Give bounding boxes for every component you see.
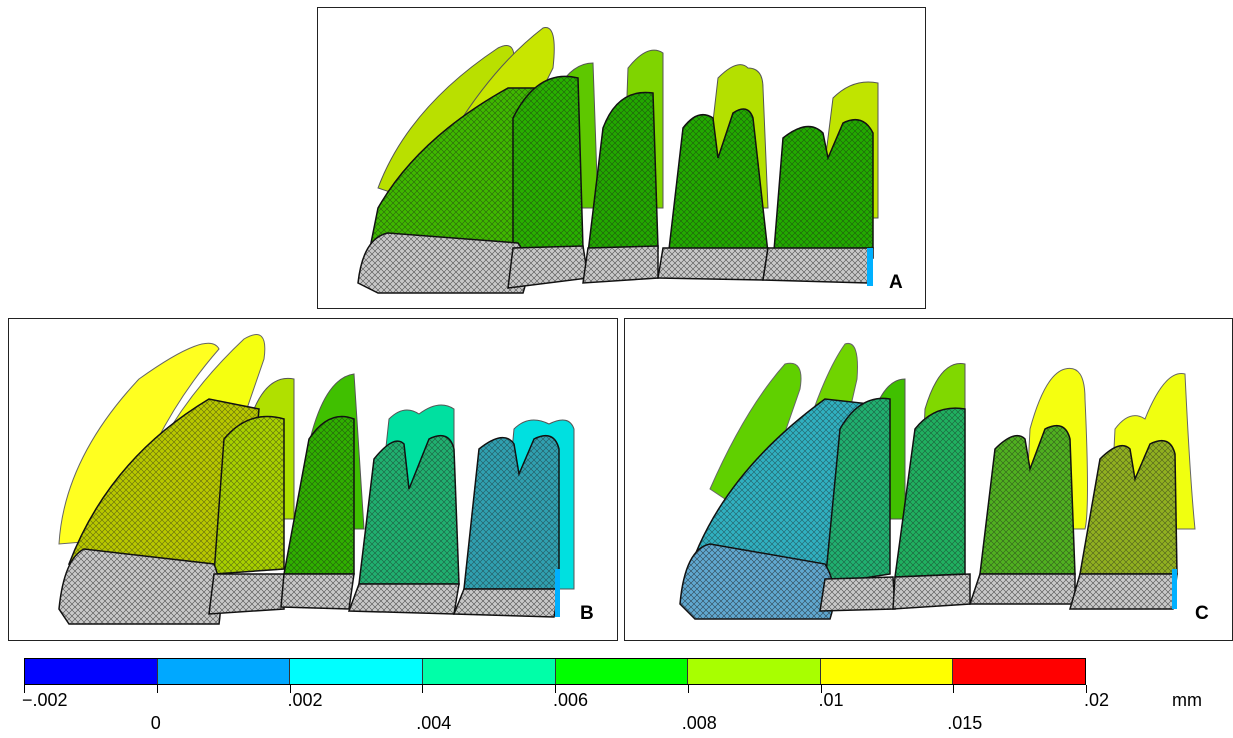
legend-tick-8: [1086, 685, 1087, 693]
unit-label: mm: [1172, 690, 1202, 710]
color-scale-bar: [24, 658, 1086, 685]
panel-a-label: A: [889, 272, 903, 293]
legend-tick-label: .01: [818, 690, 844, 710]
panel-c-label: C: [1195, 603, 1209, 624]
panel-a: A: [317, 7, 926, 309]
legend-tick-label: .015: [947, 713, 983, 733]
legend-swatch-5: [688, 659, 821, 684]
panel-c: C: [624, 318, 1233, 641]
legend-swatch-7: [953, 659, 1085, 684]
legend-swatch-3: [422, 659, 556, 684]
legend-tick-6: [820, 685, 822, 693]
legend-swatch-4: [555, 659, 689, 684]
legend-tick-7: [953, 685, 955, 693]
legend-tick-3: [422, 685, 424, 693]
panel-b-label: B: [580, 603, 594, 624]
legend-swatch-1: [157, 659, 291, 684]
panel-c-teeth-render: [679, 342, 1196, 620]
legend-tick-label: .004: [416, 713, 452, 733]
legend-swatch-6: [820, 659, 954, 684]
legend-swatch-0: [25, 659, 158, 684]
legend-tick-label: 0: [150, 713, 161, 733]
legend-tick-label: .002: [287, 690, 323, 710]
legend-swatch-2: [290, 659, 423, 684]
legend-tick-label: .02: [1084, 690, 1110, 710]
legend-tick-4: [555, 685, 556, 693]
legend-tick-label: .006: [553, 690, 589, 710]
panel-b-teeth-render: [58, 334, 575, 625]
legend-tick-2: [289, 685, 291, 693]
panel-a-teeth-render: [357, 27, 879, 294]
legend-tick-1: [156, 685, 158, 693]
legend-tick-label: −.002: [22, 690, 68, 710]
legend-tick-label: .008: [681, 713, 717, 733]
legend-tick-0: [24, 685, 25, 693]
legend-tick-5: [687, 685, 689, 693]
panel-b: B: [8, 318, 618, 641]
